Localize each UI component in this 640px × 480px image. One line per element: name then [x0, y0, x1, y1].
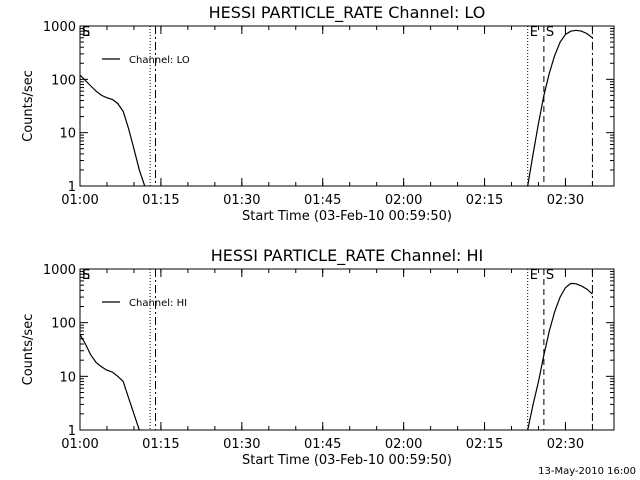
y-tick-label: 1 [68, 180, 76, 195]
x-tick-label: 02:15 [466, 437, 503, 452]
footer-timestamp: 13-May-2010 16:00 [538, 466, 636, 477]
x-tick-label: 02:00 [385, 437, 422, 452]
chart-panel-2: HESSI PARTICLE_RATE Channel: HI 01:00 01:1… [21, 246, 615, 468]
chart-title: HESSI PARTICLE_RATE Channel: LO [209, 3, 486, 23]
series-line [79, 74, 146, 187]
y-tick-label: 10 [59, 127, 76, 142]
event-marker-label: S [546, 268, 554, 283]
series-line [79, 334, 140, 431]
x-tick-label: 01:00 [61, 193, 98, 208]
event-marker-label: E [82, 25, 90, 40]
y-tick-label: 1000 [43, 20, 76, 35]
event-marker-label: S [546, 25, 554, 40]
event-marker-label: E [530, 25, 538, 40]
x-axis-label: Start Time (03-Feb-10 00:59:50) [242, 209, 452, 224]
event-marker-label: S [82, 268, 90, 283]
event-marker-label: S [82, 25, 90, 40]
series-line [527, 29, 593, 187]
event-marker-label: E [82, 268, 90, 283]
plot-frame [79, 25, 615, 187]
y-tick-label: 1000 [43, 263, 76, 278]
y-tick-label: 100 [51, 73, 76, 88]
y-axis-label: Counts/sec [21, 70, 36, 142]
x-tick-label: 02:15 [466, 193, 503, 208]
chart-panel-1: HESSI PARTICLE_RATE Channel: LO 01:00 01:1… [21, 3, 615, 224]
y-axis-label: Counts/sec [21, 314, 36, 386]
y-tick-label: 100 [51, 317, 76, 332]
y-tick-label: 10 [59, 370, 76, 385]
event-marker-label: E [530, 268, 538, 283]
x-axis-label: Start Time (03-Feb-10 00:59:50) [242, 453, 452, 468]
legend-label: Channel: HI [129, 298, 187, 309]
y-tick-label: 1 [68, 424, 76, 439]
x-tick-label: 02:00 [385, 193, 422, 208]
x-tick-label: 01:30 [223, 437, 260, 452]
x-tick-label: 01:00 [61, 437, 98, 452]
chart-title: HESSI PARTICLE_RATE Channel: HI [211, 246, 484, 266]
x-tick-label: 01:15 [142, 437, 179, 452]
plot-frame [79, 268, 615, 431]
x-tick-label: 02:30 [547, 437, 584, 452]
series-line [527, 282, 593, 431]
x-tick-label: 01:45 [304, 437, 341, 452]
x-tick-label: 02:30 [547, 193, 584, 208]
x-tick-label: 01:15 [142, 193, 179, 208]
x-tick-label: 01:45 [304, 193, 341, 208]
legend-label: Channel: LO [129, 55, 190, 66]
x-tick-label: 01:30 [223, 193, 260, 208]
